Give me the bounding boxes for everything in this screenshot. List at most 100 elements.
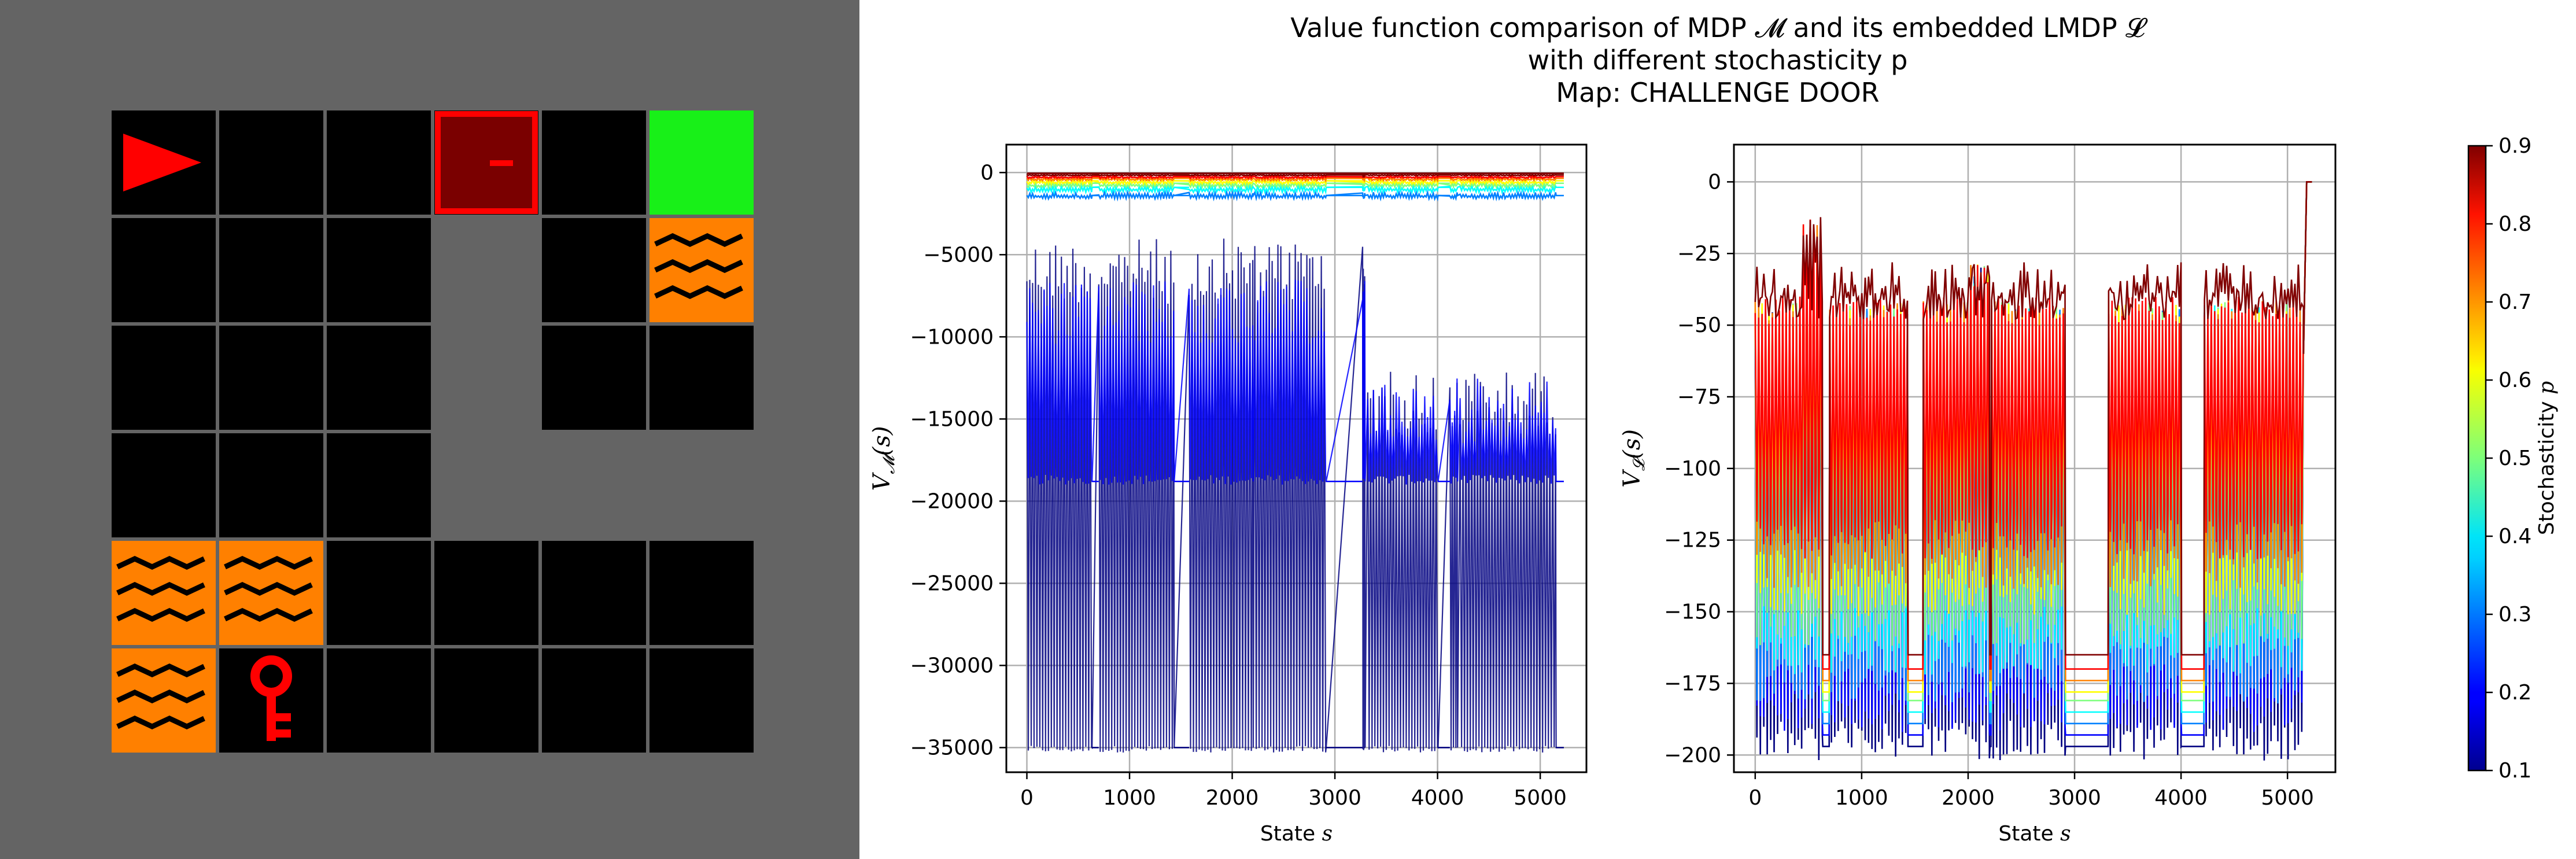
- title-line-3: Map: CHALLENGE DOOR: [1556, 77, 1880, 108]
- lmdp-xtick-label-4: 4000: [2154, 786, 2208, 810]
- lmdp-ytick-label-7: −175: [1664, 672, 1721, 695]
- lmdp-xtick-label-3: 3000: [2048, 786, 2101, 810]
- lmdp-ytick-label-0: 0: [1708, 170, 1721, 194]
- mdp-value-plot: 0 1000 2000 3000 4000 5000 0 −5000 −10000 −15000 −…: [869, 143, 1588, 846]
- cell-lava: [648, 216, 755, 324]
- lmdp-ytick-label-4: −100: [1664, 457, 1721, 481]
- mdp-series-p0.7: [1026, 175, 1557, 183]
- key-icon: [250, 655, 292, 741]
- mdp-ytick-label-1: −5000: [923, 243, 994, 267]
- cell-floor: [648, 647, 755, 754]
- wave-icon: [116, 556, 205, 622]
- wave-icon: [224, 556, 313, 622]
- colorbar-tick-label-2: 0.3: [2499, 603, 2531, 626]
- lmdp-ytick-label-8: −200: [1664, 743, 1721, 767]
- lmdp-xtick-label-5: 5000: [2261, 786, 2314, 810]
- colorbar-tick-label-1: 0.2: [2499, 681, 2531, 705]
- mdp-series-p0.2: [1026, 279, 1557, 485]
- title-line-1: Value function comparison of MDP 𝓜 and i…: [1290, 12, 2145, 43]
- mdp-xtick-label-5: 5000: [1514, 786, 1567, 810]
- lmdp-xtick-label-2: 2000: [1942, 786, 1995, 810]
- colorbar-tick-label-4: 0.5: [2499, 447, 2531, 470]
- mdp-series-p0.4: [1026, 183, 1557, 196]
- cell-floor: [217, 216, 325, 324]
- cell-floor: [110, 324, 217, 432]
- mdp-xtick-label-0: 0: [1020, 786, 1034, 810]
- cell-floor: [540, 647, 648, 754]
- lmdp-frame: [1733, 143, 2337, 773]
- mdp-ytick-label-7: −35000: [910, 736, 994, 760]
- mdp-xtick-label-1: 1000: [1103, 786, 1156, 810]
- cell-floor: [325, 216, 433, 324]
- cell-floor: [110, 216, 217, 324]
- lmdp-ytick-label-6: −150: [1664, 600, 1721, 624]
- mdp-frame: [1005, 143, 1588, 773]
- locked-door-icon: [435, 111, 538, 214]
- figure-title: Value function comparison of MDP 𝓜 and i…: [859, 12, 2576, 109]
- cell-floor: [540, 216, 648, 324]
- lmdp-ylabel: V𝓛(s): [1619, 429, 1648, 488]
- colorbar-tick-label-5: 0.6: [2499, 368, 2531, 392]
- mdp-xlabel: State s: [1260, 822, 1333, 846]
- mdp-series-p0.8: [1026, 174, 1557, 180]
- cell-door: [433, 109, 540, 216]
- mdp-ytick-label-6: −30000: [910, 654, 994, 677]
- mdp-series-p0.3: [1026, 189, 1557, 202]
- cell-floor: [648, 539, 755, 647]
- triangle-right-icon: [123, 134, 201, 191]
- cell-key: [217, 647, 325, 754]
- mdp-xtick-label-2: 2000: [1206, 786, 1259, 810]
- mdp-ytick-label-0: 0: [980, 161, 994, 185]
- lmdp-series-p0.9: [1754, 181, 2312, 656]
- lmdp-xtick-label-0: 0: [1748, 786, 1762, 810]
- title-line-2: with different stochasticity p: [1527, 45, 1908, 76]
- colorbar-tick-label-8: 0.9: [2499, 134, 2531, 158]
- colorbar-gradient: [2467, 145, 2487, 772]
- mdp-series-p0.5: [1026, 180, 1557, 190]
- cell-floor: [217, 324, 325, 432]
- cell-floor: [325, 539, 433, 647]
- lmdp-ytick-label-5: −125: [1664, 529, 1721, 552]
- cell-lava: [110, 647, 217, 754]
- colorbar-tick-label-7: 0.8: [2499, 212, 2531, 236]
- lmdp-ytick-label-1: −25: [1677, 242, 1721, 266]
- cell-floor: [325, 109, 433, 216]
- cell-floor: [540, 109, 648, 216]
- colorbar-label: Stochasticity p: [2535, 381, 2559, 535]
- lmdp-value-plot: 0 1000 2000 3000 4000 5000 0 −25 −50 −75 −100 −125 −…: [1619, 143, 2337, 846]
- mdp-ytick-label-3: −15000: [910, 407, 994, 431]
- cell-lava: [217, 539, 325, 647]
- cell-floor: [217, 432, 325, 539]
- wave-icon: [654, 233, 743, 299]
- cell-goal: [648, 109, 755, 216]
- mdp-series-p0.6: [1026, 178, 1557, 187]
- stochasticity-colorbar: 0.1 0.2 0.3 0.4 0.5 0.6 0.7 0.8 0.9 Stochasticity…: [2467, 134, 2559, 783]
- cell-floor: [540, 539, 648, 647]
- lmdp-xtick-label-1: 1000: [1835, 786, 1888, 810]
- colorbar-tick-label-3: 0.4: [2499, 525, 2531, 548]
- cell-floor: [648, 324, 755, 432]
- mdp-xtick-label-3: 3000: [1308, 786, 1361, 810]
- cell-floor: [325, 647, 433, 754]
- lmdp-ytick-label-2: −50: [1677, 314, 1721, 337]
- cell-floor: [325, 324, 433, 432]
- cell-floor: [217, 109, 325, 216]
- cell-floor: [433, 647, 540, 754]
- colorbar-tick-label-6: 0.7: [2499, 290, 2531, 314]
- wave-icon: [116, 663, 205, 729]
- mdp-ylabel: V𝓜(s): [869, 426, 898, 491]
- cell-floor: [540, 324, 648, 432]
- cell-agent: [110, 109, 217, 216]
- colorbar-tick-label-0: 0.1: [2499, 759, 2531, 783]
- cell-lava: [110, 539, 217, 647]
- lmdp-ytick-label-3: −75: [1677, 385, 1721, 409]
- mdp-ytick-label-4: −20000: [910, 489, 994, 513]
- lmdp-series-p0.8: [1754, 181, 2312, 670]
- cell-floor: [110, 432, 217, 539]
- gridworld-map: [0, 0, 859, 859]
- lmdp-xlabel: State s: [1998, 822, 2071, 846]
- cell-floor: [325, 432, 433, 539]
- mdp-ytick-label-5: −25000: [910, 572, 994, 595]
- mdp-series-p0.9: [1026, 172, 1557, 178]
